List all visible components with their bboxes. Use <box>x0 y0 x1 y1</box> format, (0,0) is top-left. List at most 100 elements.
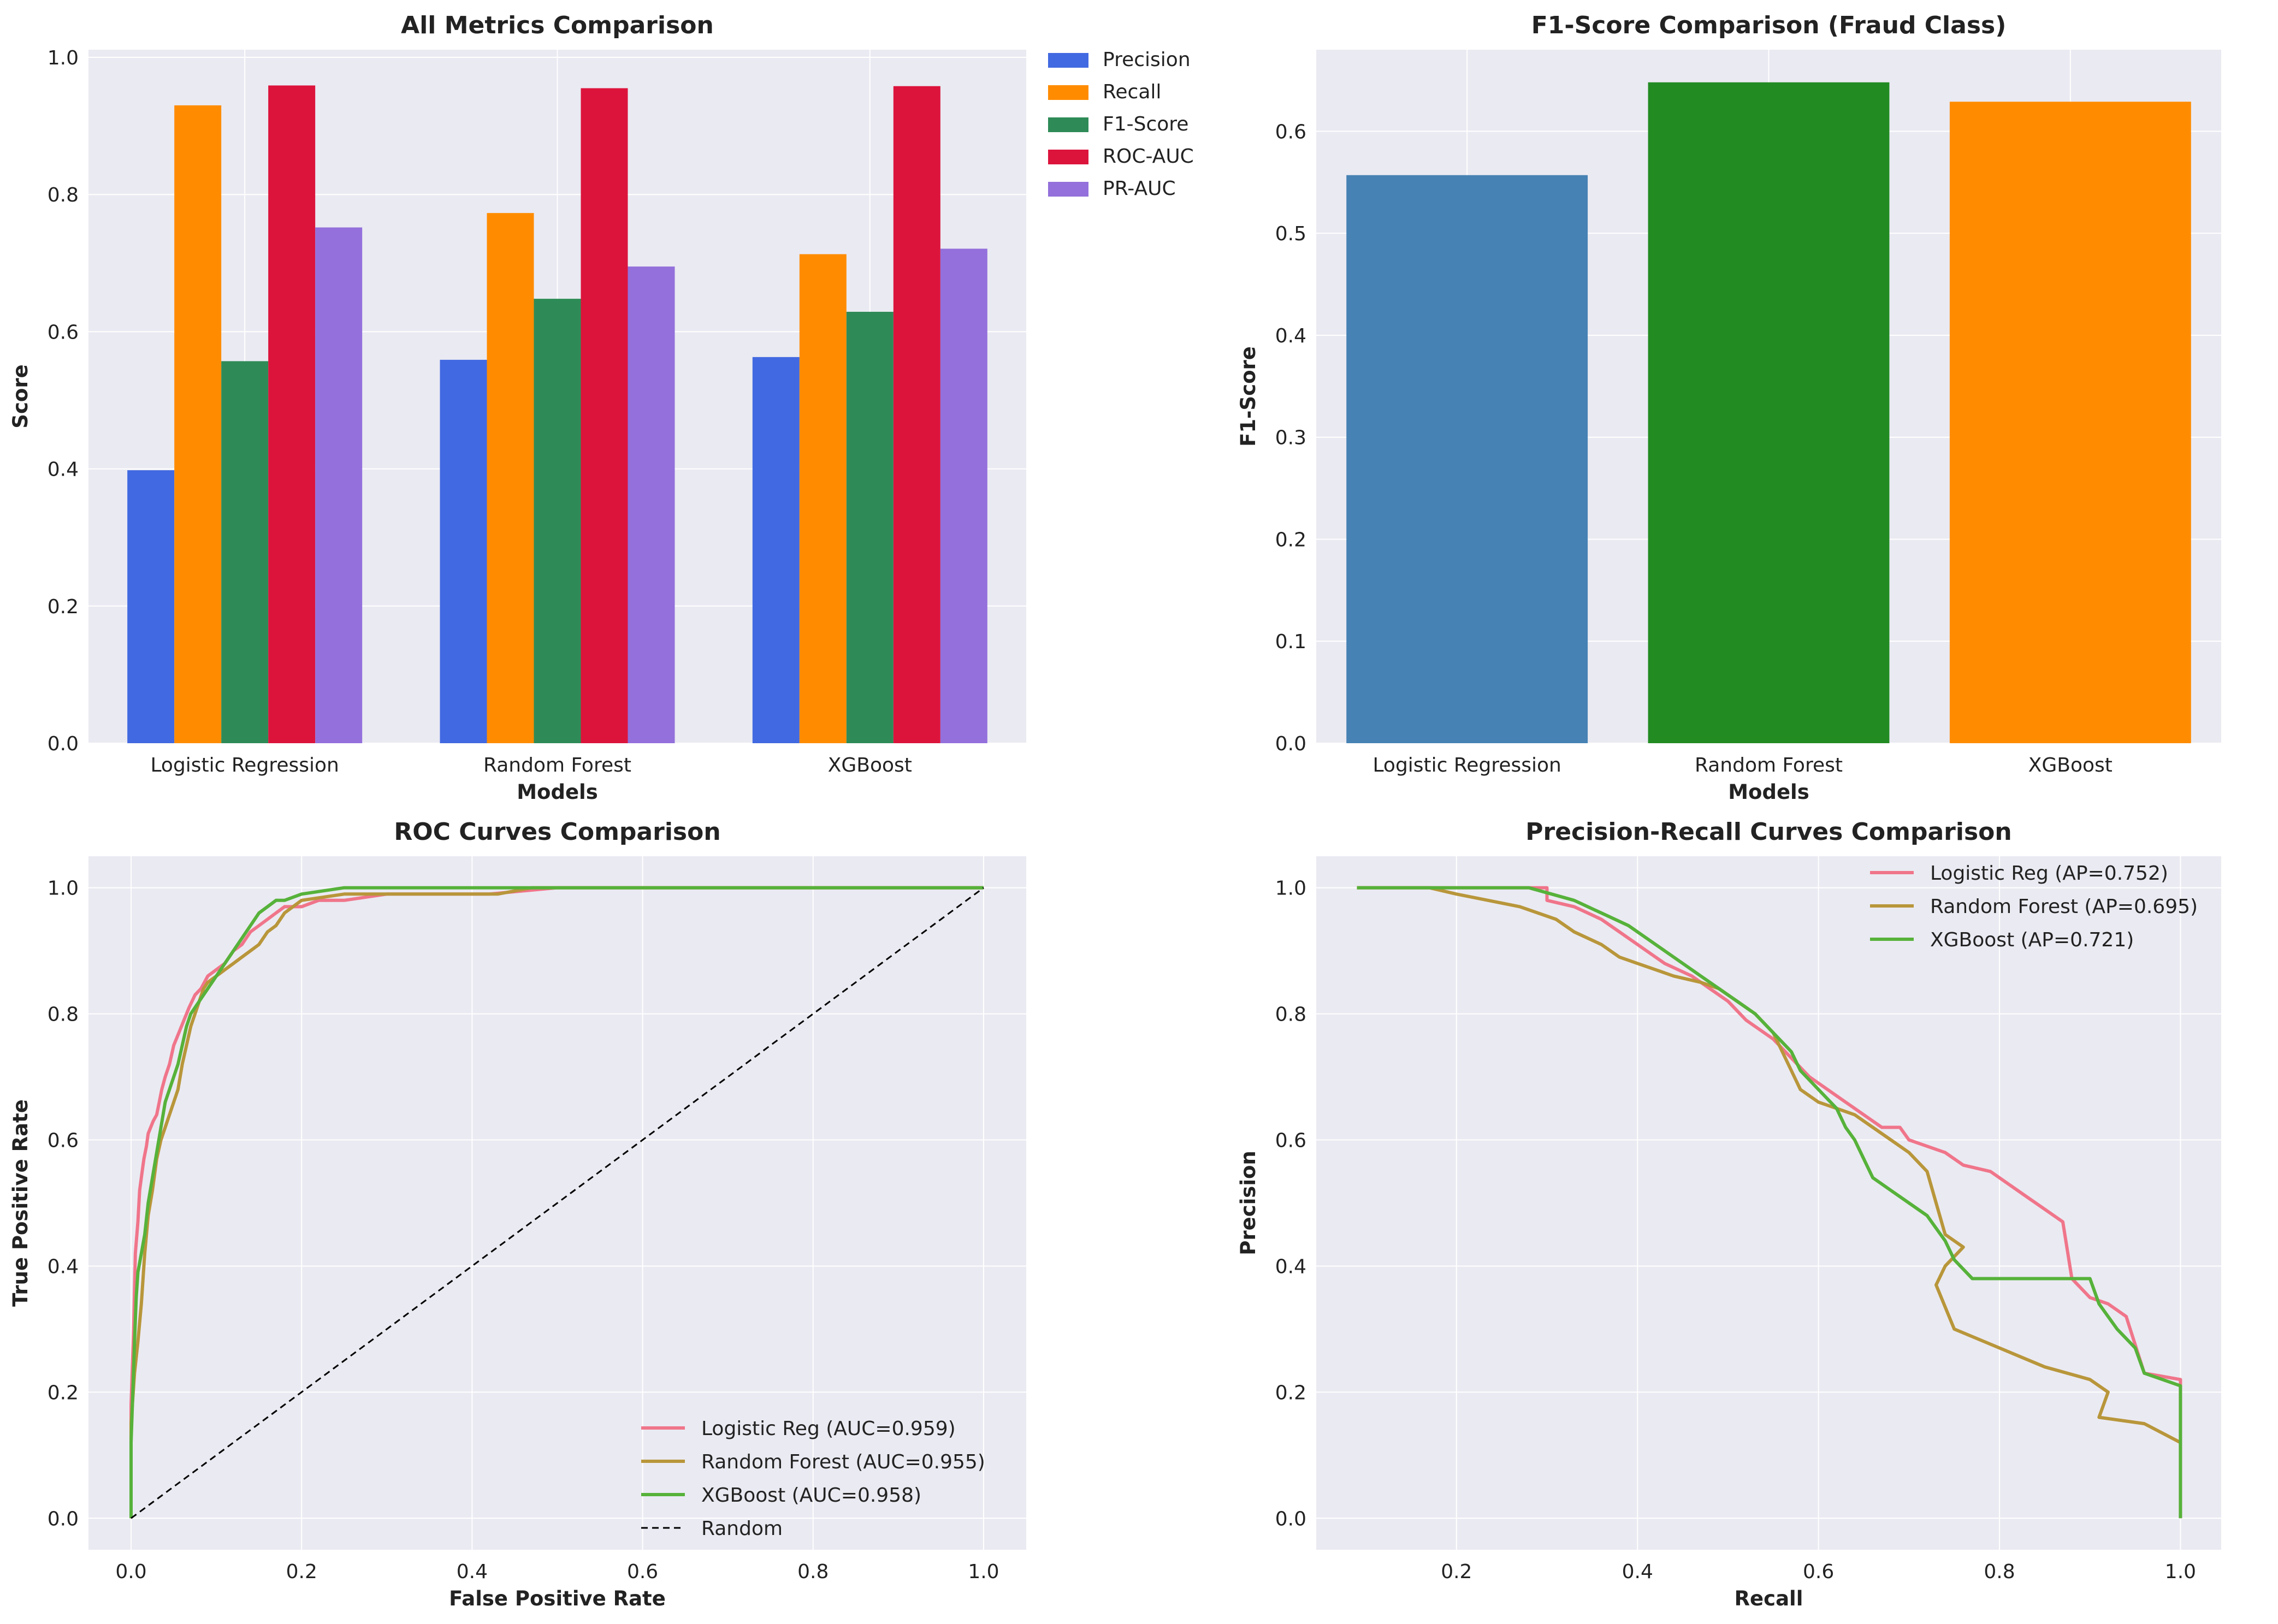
y-axis-label: F1-Score <box>1236 346 1260 447</box>
series-line-1 <box>1357 886 2181 1444</box>
y-axis-label: Precision <box>1236 1151 1260 1255</box>
legend-label: XGBoost (AUC=0.958) <box>701 1484 921 1507</box>
bar-recall <box>174 105 222 743</box>
bar-roc-auc <box>581 88 628 743</box>
x-axis-label: False Positive Rate <box>449 1587 666 1610</box>
bar-precision <box>127 470 175 743</box>
y-tick-label: 0.8 <box>48 184 79 206</box>
legend-label: Logistic Reg (AUC=0.959) <box>701 1418 956 1440</box>
legend-label: ROC-AUC <box>1103 145 1194 168</box>
bar-f1-score <box>1949 102 2191 743</box>
bar-f1-score <box>1648 82 1890 744</box>
legend: Logistic Reg (AP=0.752) Random Forest (AP… <box>1870 862 2198 951</box>
bar-f1-score <box>534 299 581 743</box>
panel-roc: ROC Curves Comparison False Positive Rate… <box>9 818 1026 1610</box>
bar-recall <box>799 254 847 743</box>
y-tick-label: 0.0 <box>1275 733 1306 755</box>
series-line-3 <box>131 887 984 1519</box>
y-axis-label: True Positive Rate <box>9 1099 32 1307</box>
bar-roc-auc <box>268 85 316 744</box>
legend-label: Random Forest (AUC=0.955) <box>701 1451 985 1473</box>
x-tick-label: Logistic Regression <box>151 754 339 777</box>
x-axis-label: Models <box>1728 780 1809 804</box>
y-tick-label: 1.0 <box>1275 878 1306 900</box>
series-line-1 <box>129 886 984 1519</box>
y-tick-label: 0.8 <box>48 1004 79 1026</box>
y-tick-label: 0.2 <box>1275 529 1306 551</box>
series-line-0 <box>129 886 984 1519</box>
legend-label: Random <box>701 1518 783 1540</box>
legend-swatch <box>1048 150 1088 164</box>
bar-f1-score <box>846 311 894 743</box>
y-tick-label: 0.4 <box>48 459 79 481</box>
x-tick-label: Random Forest <box>483 754 631 777</box>
y-tick-label: 1.0 <box>48 878 79 900</box>
y-tick-label: 0.6 <box>1275 121 1306 143</box>
y-tick-label: 0.3 <box>1275 427 1306 449</box>
bar-f1-score <box>1346 175 1588 743</box>
y-tick-label: 0.6 <box>1275 1130 1306 1152</box>
x-tick-label: 0.4 <box>457 1561 488 1583</box>
chart-title: All Metrics Comparison <box>401 11 714 39</box>
bar-f1-score <box>221 361 269 743</box>
y-tick-label: 0.2 <box>48 1382 79 1404</box>
legend-label: XGBoost (AP=0.721) <box>1930 929 2134 951</box>
y-tick-label: 0.4 <box>1275 1255 1306 1278</box>
y-tick-label: 0.4 <box>48 1255 79 1278</box>
legend-label: Logistic Reg (AP=0.752) <box>1930 862 2168 885</box>
y-tick-label: 0.0 <box>48 1508 79 1530</box>
legend-swatch <box>1048 53 1088 68</box>
x-tick-label: 0.2 <box>1441 1561 1472 1583</box>
x-tick-label: 1.0 <box>2165 1561 2196 1583</box>
bar-pr-auc <box>315 227 363 743</box>
x-tick-label: 0.4 <box>1622 1561 1653 1583</box>
x-tick-label: 0.2 <box>286 1561 317 1583</box>
x-tick-label: 0.8 <box>797 1561 829 1583</box>
chart-title: Precision-Recall Curves Comparison <box>1525 818 2011 846</box>
y-tick-label: 0.6 <box>48 1130 79 1152</box>
legend-label: Precision <box>1103 49 1191 71</box>
legend-swatch <box>1048 182 1088 197</box>
panel-pr: Precision-Recall Curves Comparison Recall… <box>1236 818 2221 1610</box>
y-tick-label: 0.2 <box>1275 1382 1306 1404</box>
y-tick-label: 0.1 <box>1275 631 1306 653</box>
bar-recall <box>487 213 534 743</box>
x-axis-label: Recall <box>1735 1587 1803 1610</box>
x-tick-label: 0.6 <box>1803 1561 1834 1583</box>
y-tick-label: 0.5 <box>1275 223 1306 245</box>
legend-label: F1-Score <box>1103 113 1188 135</box>
legend-swatch <box>1048 117 1088 132</box>
legend-label: Recall <box>1103 81 1161 103</box>
panel-all_metrics: All Metrics Comparison Models Score 0.0 0.2 0… <box>9 11 1194 804</box>
y-tick-label: 0.6 <box>48 321 79 343</box>
series-line-2 <box>129 886 984 1519</box>
x-tick-label: Random Forest <box>1695 754 1843 777</box>
bar-pr-auc <box>628 266 675 744</box>
x-tick-label: XGBoost <box>828 754 912 777</box>
x-tick-label: Logistic Regression <box>1373 754 1561 777</box>
bar-precision <box>752 357 800 743</box>
legend-label: Random Forest (AP=0.695) <box>1930 896 2198 918</box>
x-tick-label: 0.6 <box>627 1561 658 1583</box>
x-tick-label: 0.0 <box>115 1561 146 1583</box>
x-axis-label: Models <box>517 780 598 804</box>
series-line-2 <box>1357 886 2182 1519</box>
bar-precision <box>440 359 487 743</box>
legend: Precision Recall F1-Score ROC-AUC PR-AUC <box>1048 49 1194 200</box>
bar-roc-auc <box>893 86 940 744</box>
panel-f1_comparison: F1-Score Comparison (Fraud Class) Models F… <box>1236 11 2221 804</box>
y-tick-label: 0.2 <box>48 596 79 618</box>
y-tick-label: 0.4 <box>1275 325 1306 347</box>
chart-title: F1-Score Comparison (Fraud Class) <box>1531 11 2007 39</box>
x-tick-label: 0.8 <box>1984 1561 2015 1583</box>
y-tick-label: 0.0 <box>48 733 79 755</box>
y-axis-label: Score <box>9 364 32 428</box>
plot-area <box>1316 856 2221 1550</box>
bar-pr-auc <box>940 248 987 743</box>
legend: Logistic Reg (AUC=0.959) Random Forest (A… <box>641 1418 985 1540</box>
chart-title: ROC Curves Comparison <box>394 818 720 846</box>
series-line-0 <box>1357 886 2182 1519</box>
y-tick-label: 0.8 <box>1275 1004 1306 1026</box>
legend-swatch <box>1048 85 1088 100</box>
